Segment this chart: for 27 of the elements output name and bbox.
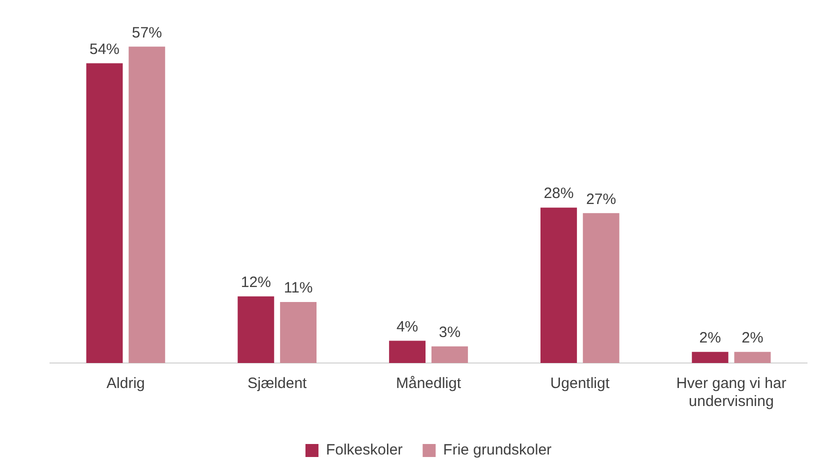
- bar: [86, 63, 123, 363]
- bar: [734, 352, 771, 363]
- x-tick-label: Hver gang vi har undervisning: [676, 375, 786, 410]
- x-tick-label: Ugentligt: [550, 375, 610, 392]
- bar: [238, 296, 274, 363]
- data-label: 27%: [586, 190, 616, 208]
- legend-label: Frie grundskoler: [443, 442, 552, 459]
- bar: [431, 346, 468, 363]
- data-label: 3%: [438, 324, 461, 341]
- bar: [280, 302, 317, 363]
- data-label: 11%: [284, 280, 313, 297]
- bar: [389, 340, 426, 363]
- data-label: 4%: [396, 318, 418, 336]
- data-label: 2%: [699, 330, 721, 347]
- x-tick-label: Sjældent: [248, 375, 308, 392]
- x-tick-label: Aldrig: [106, 375, 145, 392]
- data-label: 2%: [742, 330, 764, 347]
- data-label: 12%: [240, 274, 271, 292]
- legend-label: Folkeskoler: [326, 442, 403, 459]
- data-label: 54%: [89, 40, 120, 58]
- data-label: 28%: [544, 185, 574, 202]
- data-label: 57%: [132, 24, 162, 42]
- bar: [692, 352, 728, 363]
- x-tick-label: Månedligt: [396, 375, 462, 392]
- bar: [540, 208, 577, 363]
- bar: [128, 46, 166, 363]
- bar: [582, 213, 620, 363]
